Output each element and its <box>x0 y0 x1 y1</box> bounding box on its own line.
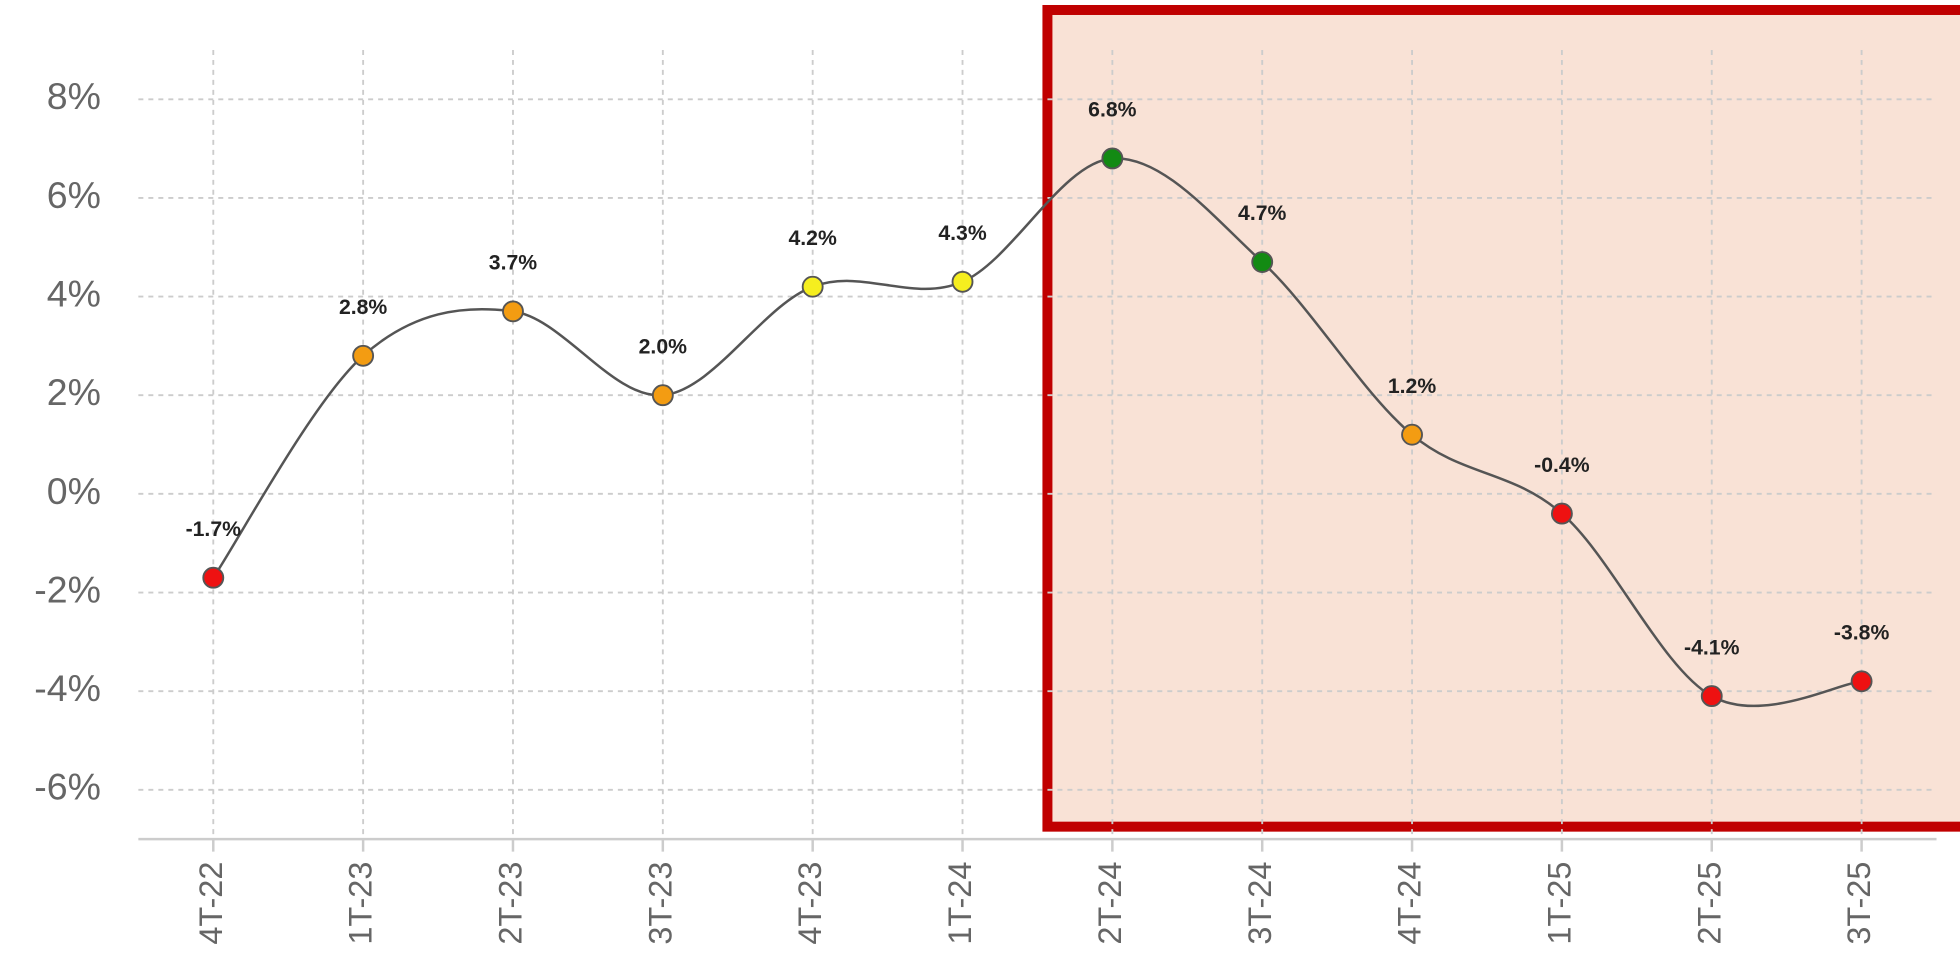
point <box>1700 685 1723 708</box>
x-tick-label: 4T-22 <box>193 862 229 945</box>
point <box>951 270 974 293</box>
y-tick-label: -6% <box>34 766 101 808</box>
x-tick-label: 2T-25 <box>1691 862 1727 945</box>
point <box>502 300 524 323</box>
point <box>1401 423 1423 446</box>
x-tick-label: 3T-24 <box>1242 862 1278 945</box>
y-tick-label: 6% <box>47 174 101 216</box>
highlight-box <box>1042 4 1960 832</box>
data-label: -4.1% <box>1684 636 1740 659</box>
data-label: 2.0% <box>639 335 687 358</box>
data-label: 4.7% <box>1238 202 1286 225</box>
x-tick-label: 1T-25 <box>1541 862 1577 945</box>
point <box>352 344 375 367</box>
x-tick-label: 4T-24 <box>1392 862 1428 945</box>
point <box>1850 670 1873 693</box>
data-label: -1.7% <box>186 518 242 541</box>
y-tick-label: 8% <box>47 75 101 117</box>
point <box>1550 502 1573 525</box>
x-tick-label: 3T-25 <box>1841 862 1877 945</box>
point <box>651 384 674 407</box>
data-label: 1.2% <box>1388 375 1436 398</box>
data-label: 4.3% <box>938 222 986 245</box>
point <box>801 275 824 298</box>
y-tick-label: 0% <box>47 470 101 512</box>
point <box>202 566 225 589</box>
point <box>1101 147 1124 170</box>
line <box>212 157 1862 708</box>
y-tick-label: 4% <box>47 272 101 314</box>
x-tick-label: 1T-24 <box>942 862 978 945</box>
data-label: 6.8% <box>1088 99 1136 122</box>
data-label: -0.4% <box>1534 454 1590 477</box>
x-tick-label: 4T-23 <box>792 862 828 945</box>
x-tick-label: 1T-23 <box>343 862 379 945</box>
y-tick-label: -4% <box>34 667 101 709</box>
data-label: 3.7% <box>489 252 537 275</box>
data-label: 4.2% <box>788 227 836 250</box>
y-tick-label: 2% <box>47 371 101 413</box>
x-tick-label: 2T-24 <box>1092 862 1128 945</box>
y-tick-label: -2% <box>34 568 101 610</box>
point <box>1251 251 1274 273</box>
x-tick-label: 3T-23 <box>642 862 678 945</box>
x-tick-label: 2T-23 <box>493 862 529 945</box>
data-label: 2.8% <box>339 296 387 319</box>
data-label: -3.8% <box>1834 621 1890 644</box>
